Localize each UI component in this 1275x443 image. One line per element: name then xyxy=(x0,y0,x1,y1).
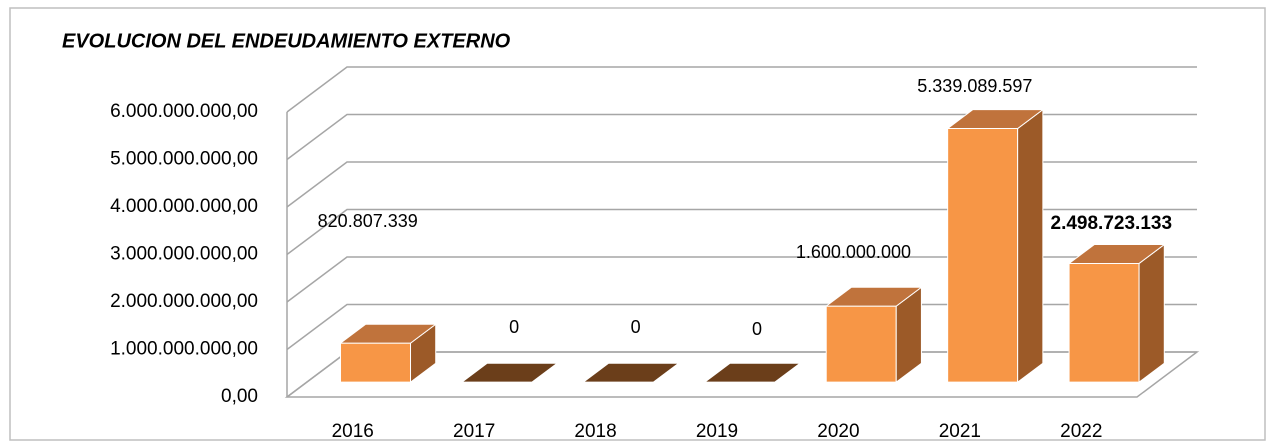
bar-top xyxy=(460,362,559,383)
y-tick-label: 3.000.000.000,00 xyxy=(110,244,258,265)
grid-line xyxy=(286,113,1197,161)
bar xyxy=(703,362,802,383)
data-label: 0 xyxy=(631,317,641,337)
data-label: 5.339.089.597 xyxy=(917,76,1032,96)
y-tick-label: 2.000.000.000,00 xyxy=(110,291,258,312)
y-tick-label: 6.000.000.000,00 xyxy=(110,101,258,122)
y-tick-label: 1.000.000.000,00 xyxy=(110,339,258,360)
bar xyxy=(824,286,923,384)
bar-top xyxy=(339,323,438,344)
bar xyxy=(1067,243,1166,384)
bar-front xyxy=(825,305,897,383)
bar-top xyxy=(824,286,923,307)
bar xyxy=(946,108,1045,384)
x-tick-label: 2019 xyxy=(696,421,738,442)
bar xyxy=(339,323,438,384)
x-tick-label: 2017 xyxy=(453,421,495,442)
x-tick-label: 2016 xyxy=(332,421,374,442)
bar xyxy=(460,362,559,383)
x-tick-label: 2018 xyxy=(574,421,616,442)
data-label: 2.498.723.133 xyxy=(1051,213,1173,234)
y-tick-label: 4.000.000.000,00 xyxy=(110,196,258,217)
grid-line xyxy=(286,256,1197,303)
data-label: 820.807.339 xyxy=(318,211,418,231)
x-tick-label: 2022 xyxy=(1060,421,1102,442)
bar-front xyxy=(1068,262,1140,383)
bar-top xyxy=(581,362,681,383)
bar-front xyxy=(947,128,1019,383)
bar-top xyxy=(703,362,802,383)
grid-line xyxy=(286,161,1197,208)
bar-top xyxy=(946,109,1045,130)
bar-top xyxy=(1067,244,1166,264)
x-tick-label: 2020 xyxy=(817,421,859,442)
bar xyxy=(581,362,681,383)
data-label: 0 xyxy=(752,319,762,339)
chart-title: EVOLUCION DEL ENDEUDAMIENTO EXTERNO xyxy=(62,30,511,52)
y-tick-label: 0,00 xyxy=(221,386,258,407)
bar-front xyxy=(340,342,412,383)
grid-line xyxy=(286,66,1197,113)
data-label: 1.600.000.000 xyxy=(796,242,911,262)
y-tick-label: 5.000.000.000,00 xyxy=(110,149,258,170)
grid-line xyxy=(286,208,1197,256)
x-tick-label: 2021 xyxy=(939,421,981,442)
bar-side xyxy=(1138,243,1165,384)
data-label: 0 xyxy=(509,317,519,337)
bar-side xyxy=(1017,108,1044,384)
